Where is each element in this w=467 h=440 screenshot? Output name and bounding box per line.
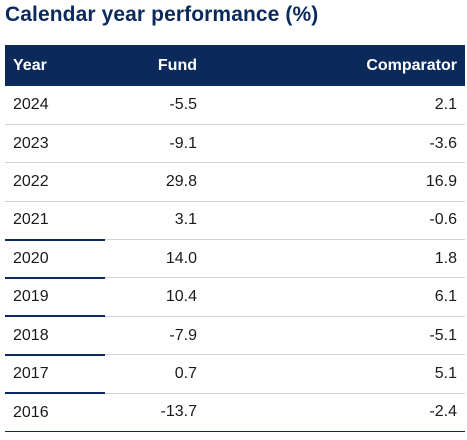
header-fund: Fund (157, 56, 197, 74)
table-row: 2023 -9.1 -3.6 (5, 124, 465, 164)
table-row: 2024 -5.5 2.1 (5, 86, 465, 125)
fund-cell: -13.7 (105, 393, 205, 433)
table-row: 2022 29.8 16.9 (5, 162, 465, 202)
table-row: 2019 10.4 6.1 (5, 277, 465, 318)
comparator-cell: 6.1 (205, 277, 465, 317)
table-body: 2024 -5.5 2.1 2023 -9.1 -3.6 2022 29.8 1… (5, 86, 465, 433)
table-row: 2021 3.1 -0.6 (5, 201, 465, 241)
table-header: Year Fund Comparator (5, 45, 465, 86)
header-year: Year (13, 56, 47, 74)
fund-cell: 29.8 (105, 162, 205, 202)
fund-cell: -9.1 (105, 124, 205, 164)
fund-cell: -5.5 (105, 86, 205, 125)
header-row: Year Fund Comparator (5, 45, 465, 86)
comparator-cell: -0.6 (205, 201, 465, 241)
comparator-cell: 16.9 (205, 162, 465, 202)
page-title: Calendar year performance (%) (5, 3, 319, 26)
year-cell: 2021 (5, 201, 105, 241)
year-cell: 2017 (5, 354, 105, 395)
header-comparator: Comparator (366, 56, 457, 74)
comparator-cell: 2.1 (205, 86, 465, 125)
comparator-cell: 5.1 (205, 354, 465, 394)
comparator-cell: -5.1 (205, 316, 465, 356)
fund-cell: -7.9 (105, 316, 205, 356)
fund-cell: 14.0 (105, 239, 205, 279)
comparator-cell: -2.4 (205, 393, 465, 433)
table-row: 2020 14.0 1.8 (5, 239, 465, 279)
year-cell: 2022 (5, 162, 105, 202)
fund-cell: 3.1 (105, 201, 205, 241)
performance-table: Year Fund Comparator 2024 -5.5 2.1 2023 … (5, 45, 465, 433)
year-cell: 2023 (5, 124, 105, 164)
fund-cell: 0.7 (105, 354, 205, 394)
comparator-cell: 1.8 (205, 239, 465, 279)
fund-cell: 10.4 (105, 277, 205, 317)
year-cell: 2024 (5, 86, 105, 125)
year-cell: 2016 (5, 393, 105, 433)
year-cell: 2019 (5, 277, 105, 318)
year-cell: 2018 (5, 316, 105, 356)
table-row: 2018 -7.9 -5.1 (5, 316, 465, 356)
comparator-cell: -3.6 (205, 124, 465, 164)
year-cell: 2020 (5, 239, 105, 279)
table-row: 2017 0.7 5.1 (5, 354, 465, 395)
table-row: 2016 -13.7 -2.4 (5, 393, 465, 433)
